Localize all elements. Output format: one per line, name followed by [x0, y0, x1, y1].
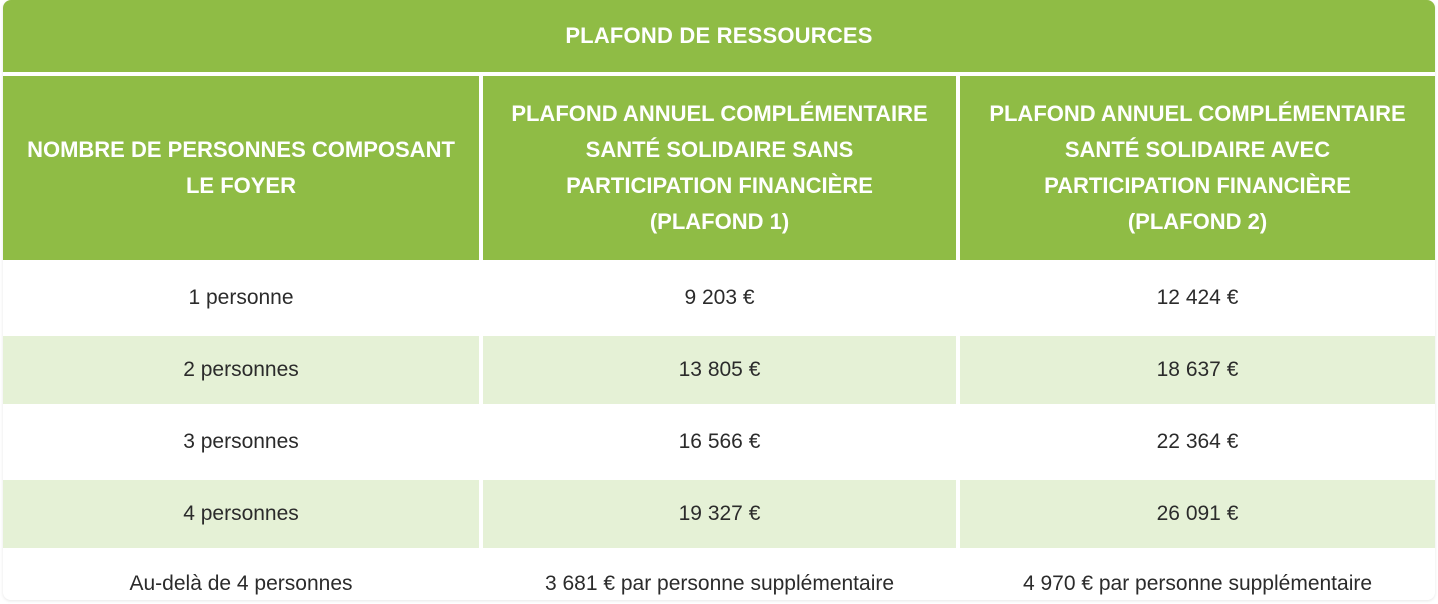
cell-persons: 1 personne [3, 262, 481, 334]
plafond-table: PLAFOND DE RESSOURCES NOMBRE DE PERSONNE… [3, 0, 1435, 600]
plafond-table-container: PLAFOND DE RESSOURCES NOMBRE DE PERSONNE… [3, 0, 1435, 600]
cell-plafond-2: 4 970 € par personne supplémentaire [956, 550, 1435, 600]
cell-plafond-2: 22 364 € [956, 406, 1435, 478]
cell-plafond-1: 3 681 € par personne supplémentaire [479, 550, 958, 600]
table-header-row: NOMBRE DE PERSONNES COMPOSANT LE FOYER P… [3, 74, 1435, 262]
cell-persons: Au-delà de 4 personnes [3, 550, 481, 600]
table-row: 1 personne 9 203 € 12 424 € [3, 262, 1435, 334]
header-line: (PLAFOND 2) [1127, 209, 1268, 234]
cell-plafond-1: 9 203 € [479, 262, 958, 334]
header-plafond-2: PLAFOND ANNUEL COMPLÉMENTAIRE SANTÉ SOLI… [956, 74, 1435, 262]
cell-persons: 4 personnes [3, 478, 481, 550]
cell-plafond-1: 16 566 € [479, 406, 958, 478]
header-line: SANTÉ SOLIDAIRE SANS [585, 137, 854, 162]
table-row: 4 personnes 19 327 € 26 091 € [3, 478, 1435, 550]
header-line: (PLAFOND 1) [649, 209, 790, 234]
header-line: PLAFOND ANNUEL COMPLÉMENTAIRE [989, 101, 1406, 126]
table-row: 3 personnes 16 566 € 22 364 € [3, 406, 1435, 478]
cell-persons: 2 personnes [3, 334, 481, 406]
header-line: NOMBRE DE PERSONNES COMPOSANT [27, 137, 455, 162]
header-line: SANTÉ SOLIDAIRE AVEC [1064, 137, 1331, 162]
header-line: PARTICIPATION FINANCIÈRE [1044, 173, 1351, 198]
cell-plafond-2: 12 424 € [956, 262, 1435, 334]
table-row: Au-delà de 4 personnes 3 681 € par perso… [3, 550, 1435, 600]
header-line: PARTICIPATION FINANCIÈRE [566, 173, 873, 198]
table-title: PLAFOND DE RESSOURCES [3, 0, 1435, 76]
header-line: LE FOYER [185, 173, 296, 198]
cell-plafond-2: 26 091 € [956, 478, 1435, 550]
table-title-row: PLAFOND DE RESSOURCES [3, 0, 1435, 76]
header-plafond-1: PLAFOND ANNUEL COMPLÉMENTAIRE SANTÉ SOLI… [479, 74, 958, 262]
table-row: 2 personnes 13 805 € 18 637 € [3, 334, 1435, 406]
cell-plafond-1: 19 327 € [479, 478, 958, 550]
cell-plafond-1: 13 805 € [479, 334, 958, 406]
header-nombre-personnes: NOMBRE DE PERSONNES COMPOSANT LE FOYER [3, 74, 481, 262]
cell-plafond-2: 18 637 € [956, 334, 1435, 406]
cell-persons: 3 personnes [3, 406, 481, 478]
header-line: PLAFOND ANNUEL COMPLÉMENTAIRE [511, 101, 928, 126]
